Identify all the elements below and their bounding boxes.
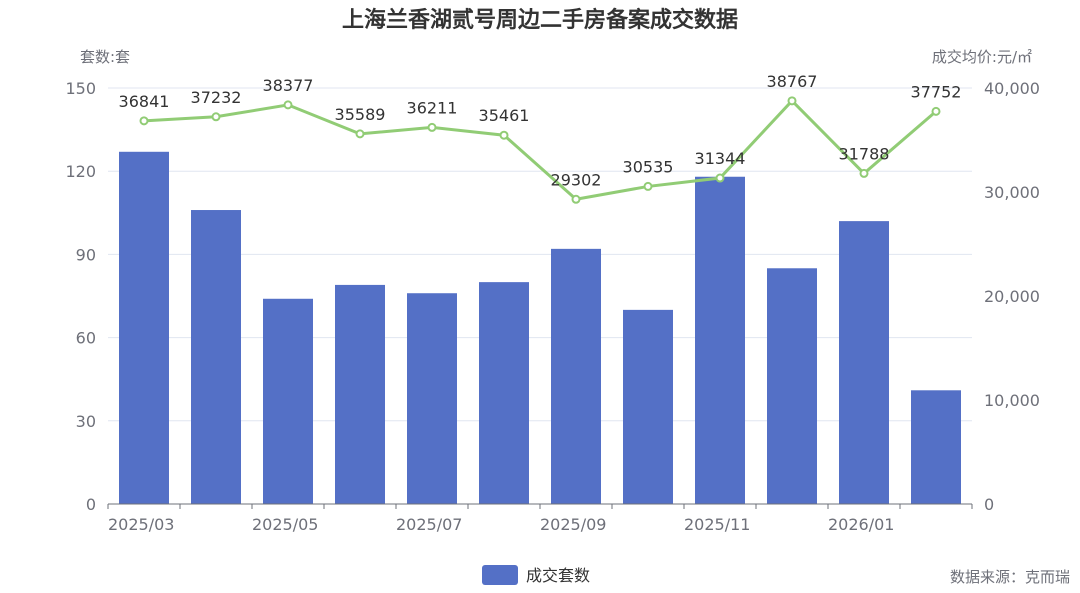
left-tick-label: 30 <box>76 412 96 431</box>
chart-title: 上海兰香湖贰号周边二手房备案成交数据 <box>342 7 738 33</box>
line-point <box>787 96 797 106</box>
left-axis-ticks: 0 30 60 90 120 150 <box>65 79 96 514</box>
x-tick-label: 2026/01 <box>828 515 894 534</box>
bar <box>551 248 601 504</box>
left-tick-label: 120 <box>65 162 96 181</box>
line-point <box>427 122 437 132</box>
legend[interactable]: 成交套数 <box>482 565 590 585</box>
x-axis-ticks: 2025/03 2025/05 2025/07 2025/09 2025/11 2026/… <box>107 504 973 534</box>
x-tick-label: 2025/05 <box>252 515 318 534</box>
data-label: 38377 <box>263 76 314 95</box>
bar <box>335 284 385 504</box>
left-tick-label: 0 <box>86 495 96 514</box>
bar <box>695 176 745 504</box>
data-label: 31788 <box>839 144 890 163</box>
line-point <box>211 112 221 122</box>
bar <box>839 221 889 504</box>
line-series: 36841 37232 38377 35589 36211 35461 29302 30535… <box>119 72 962 204</box>
bar <box>479 282 529 504</box>
left-axis-label: 套数:套 <box>80 48 130 66</box>
x-tick-label: 2025/11 <box>684 515 750 534</box>
right-tick-label: 30,000 <box>984 183 1040 202</box>
x-tick-label: 2025/03 <box>108 515 174 534</box>
data-label: 35589 <box>335 105 386 124</box>
data-source: 数据来源：克而瑞 <box>950 568 1070 586</box>
x-tick-label: 2025/09 <box>540 515 606 534</box>
legend-swatch[interactable] <box>482 565 518 585</box>
line-point <box>859 168 869 178</box>
data-label: 36841 <box>119 92 170 111</box>
left-tick-label: 90 <box>76 245 96 264</box>
line-point <box>355 129 365 139</box>
line-point <box>931 106 941 116</box>
line-point <box>139 116 149 126</box>
data-label: 37752 <box>911 82 962 101</box>
line-point <box>715 173 725 183</box>
right-tick-label: 10,000 <box>984 391 1040 410</box>
gridlines <box>108 87 972 422</box>
data-label: 31344 <box>695 149 746 168</box>
price-line <box>143 98 937 201</box>
line-point <box>283 100 293 110</box>
bar-series <box>119 151 961 504</box>
left-tick-label: 60 <box>76 329 96 348</box>
right-axis-ticks: 0 10,000 20,000 30,000 40,000 <box>984 79 1040 514</box>
right-tick-label: 0 <box>984 495 994 514</box>
right-tick-label: 40,000 <box>984 79 1040 98</box>
bar <box>767 268 817 504</box>
x-tick-label: 2025/07 <box>396 515 462 534</box>
bar <box>119 151 169 504</box>
right-tick-label: 20,000 <box>984 287 1040 306</box>
right-axis-label: 成交均价:元/㎡ <box>932 48 1032 66</box>
bar <box>263 298 313 504</box>
line-point <box>643 181 653 191</box>
legend-label[interactable]: 成交套数 <box>526 566 590 585</box>
bar <box>623 309 673 504</box>
bar <box>911 390 961 504</box>
data-label: 38767 <box>767 72 818 91</box>
data-label: 30535 <box>623 157 674 176</box>
left-tick-label: 150 <box>65 79 96 98</box>
data-label: 36211 <box>407 98 458 117</box>
line-point <box>571 194 581 204</box>
bar <box>407 293 457 504</box>
data-label: 35461 <box>479 106 530 125</box>
data-label: 29302 <box>551 170 602 189</box>
data-label: 37232 <box>191 88 242 107</box>
bar <box>191 210 241 504</box>
line-point <box>499 130 509 140</box>
